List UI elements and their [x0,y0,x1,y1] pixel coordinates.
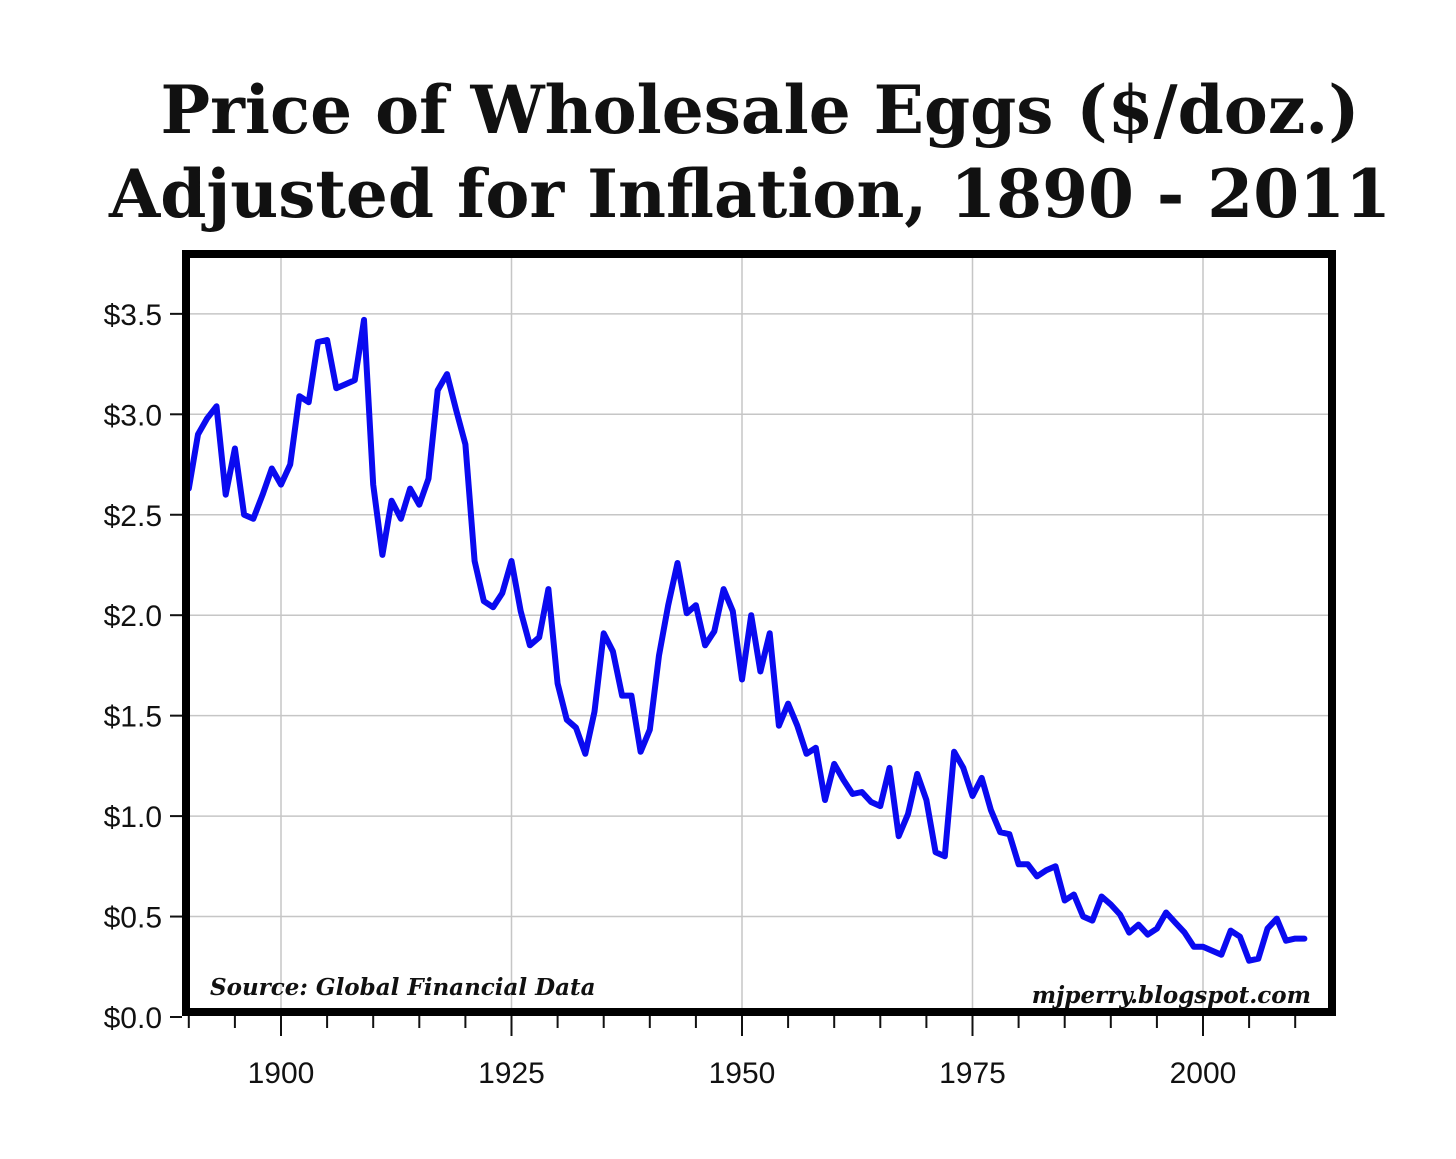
y-tick-label: $0.0 [104,1002,162,1035]
y-tick-label: $2.5 [104,500,162,533]
chart-title-line-1: Price of Wholesale Eggs ($/doz.) [160,71,1359,149]
x-tick-label: 1950 [709,1057,776,1090]
y-tick-label: $0.5 [104,902,162,935]
series-line [185,316,1308,964]
y-tick-label: $2.0 [104,600,162,633]
x-tick-label: 1900 [248,1057,315,1090]
y-tick-label: $3.0 [104,399,162,432]
series-layer [185,316,1308,964]
y-axis: $0.0 $0.5 $1.0 $1.5 $2.0 $2.5 $3.0 $3.5 [104,299,182,1035]
x-tick-label: 2000 [1170,1057,1237,1090]
plot-area-frame [182,250,1336,1016]
grid-lines [186,254,1332,1012]
x-axis: 1900 1925 1950 1975 2000 [187,1016,1297,1090]
source-note: Source: Global Financial Data [210,974,596,1001]
chart-title-line-2: Adjusted for Inflation, 1890 - 2011 [108,155,1391,233]
y-tick-label: $1.0 [104,801,162,834]
x-tick-label: 1975 [939,1057,1006,1090]
chart-title: Price of Wholesale Eggs ($/doz.) Adjuste… [108,71,1391,233]
x-tick-label: 1925 [478,1057,545,1090]
y-tick-label: $1.5 [104,701,162,734]
y-tick-label: $3.5 [104,299,162,332]
watermark-text: mjperry.blogspot.com [1032,982,1311,1009]
